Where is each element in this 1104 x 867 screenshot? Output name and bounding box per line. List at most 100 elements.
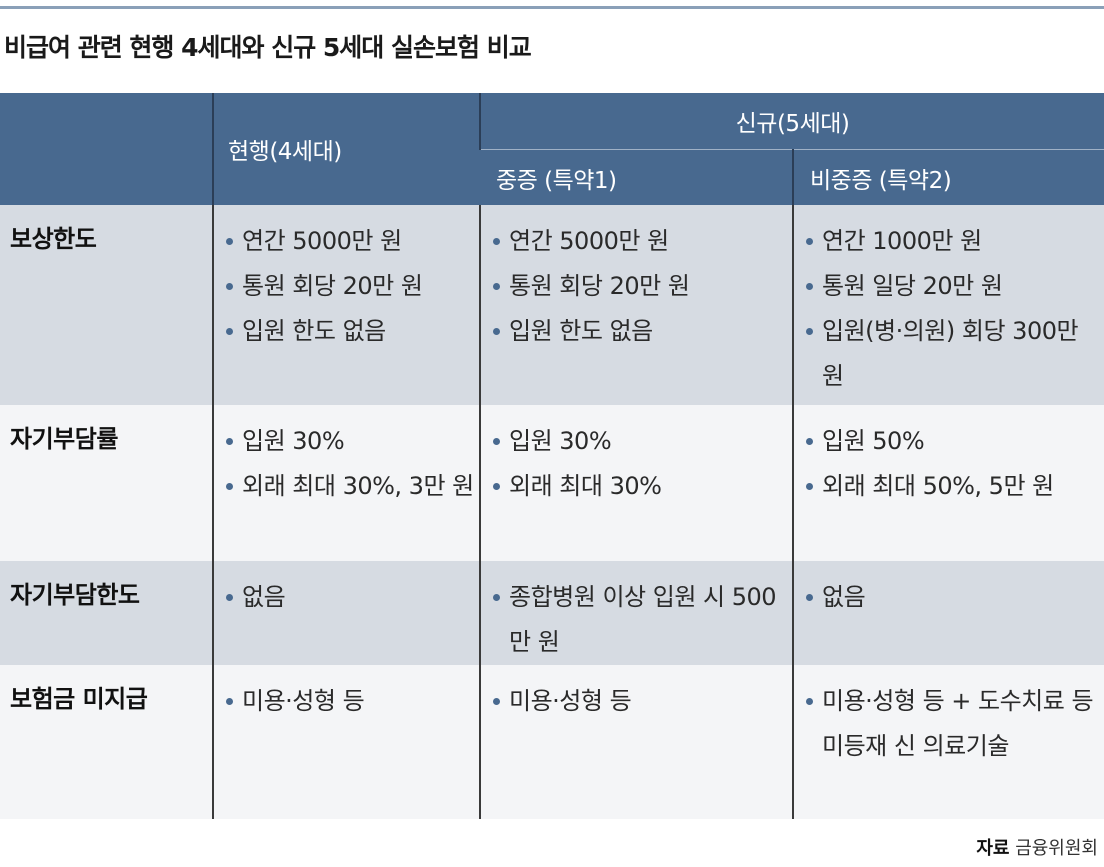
bullet-icon [806, 594, 813, 601]
bullet-icon [806, 283, 813, 290]
bullet-icon [226, 238, 233, 245]
list-item-text: 통원 회당 20만 원 [509, 272, 690, 300]
bullet-list: 미용·성형 등 + 도수치료 등 미등재 신 의료기술 [806, 679, 1104, 769]
list-item: 입원 한도 없음 [226, 309, 479, 354]
bullet-list: 입원 30% 외래 최대 30% [493, 419, 792, 509]
list-item: 외래 최대 30%, 3만 원 [226, 464, 479, 509]
list-item: 입원 30% [493, 419, 792, 464]
cell-current: 미용·성형 등 [212, 665, 480, 819]
list-item-text: 입원 한도 없음 [509, 317, 653, 345]
bullet-icon [493, 594, 500, 601]
bullet-list: 종합병원 이상 입원 시 500만 원 [493, 575, 792, 665]
page-title: 비급여 관련 현행 4세대와 신규 5세대 실손보험 비교 [4, 33, 532, 62]
bullet-icon [493, 238, 500, 245]
table-row: 보험금 미지급 미용·성형 등 미용·성형 등 미용·성형 등 + 도수치료 등… [0, 665, 1104, 819]
comparison-table: 현행(4세대) 신규(5세대) 중증 (특약1) 비중증 (특약2) 보상한도 … [0, 93, 1104, 819]
header-row-bottom: 중증 (특약1) 비중증 (특약2) [0, 149, 1104, 205]
cell-nonsevere: 입원 50% 외래 최대 50%, 5만 원 [791, 405, 1104, 561]
table-row: 자기부담한도 없음 종합병원 이상 입원 시 500만 원 없음 [0, 561, 1104, 665]
list-item: 종합병원 이상 입원 시 500만 원 [493, 575, 792, 665]
row-label: 보상한도 [0, 205, 213, 405]
source-label: 자료 [976, 838, 1010, 859]
list-item-text: 외래 최대 30% [509, 472, 662, 500]
header-nonsevere: 비중증 (특약2) [791, 149, 1104, 205]
list-item: 연간 1000만 원 [806, 219, 1104, 264]
cell-severe: 종합병원 이상 입원 시 500만 원 [479, 561, 793, 665]
cell-current: 입원 30% 외래 최대 30%, 3만 원 [212, 405, 480, 561]
cell-severe: 입원 30% 외래 최대 30% [479, 405, 793, 561]
bullet-list: 미용·성형 등 [493, 679, 792, 724]
bullet-icon [806, 438, 813, 445]
bullet-icon [226, 594, 233, 601]
bullet-list: 입원 30% 외래 최대 30%, 3만 원 [226, 419, 479, 509]
bullet-icon [493, 438, 500, 445]
list-item-text: 외래 최대 30%, 3만 원 [242, 472, 474, 500]
row-label: 자기부담한도 [0, 561, 213, 665]
list-item: 미용·성형 등 + 도수치료 등 미등재 신 의료기술 [806, 679, 1104, 769]
list-item: 입원 한도 없음 [493, 309, 792, 354]
bullet-icon [493, 328, 500, 335]
list-item-text: 미용·성형 등 + 도수치료 등 미등재 신 의료기술 [822, 687, 1094, 760]
table-row: 자기부담률 입원 30% 외래 최대 30%, 3만 원 입원 30% 외래 최대 … [0, 405, 1104, 561]
cell-current: 없음 [212, 561, 480, 665]
source-credit: 자료 금융위원회 [976, 834, 1098, 860]
bullet-list: 없음 [806, 575, 1104, 620]
list-item: 입원(병·의원) 회당 300만 원 [806, 309, 1104, 399]
cell-nonsevere: 미용·성형 등 + 도수치료 등 미등재 신 의료기술 [791, 665, 1104, 819]
cell-nonsevere: 없음 [791, 561, 1104, 665]
bullet-icon [226, 698, 233, 705]
list-item-text: 입원(병·의원) 회당 300만 원 [822, 317, 1079, 390]
list-item-text: 통원 회당 20만 원 [242, 272, 423, 300]
bullet-list: 입원 50% 외래 최대 50%, 5만 원 [806, 419, 1104, 509]
list-item: 연간 5000만 원 [226, 219, 479, 264]
list-item-text: 통원 일당 20만 원 [822, 272, 1003, 300]
header-corner [0, 93, 213, 205]
bullet-icon [806, 483, 813, 490]
header-severe: 중증 (특약1) [480, 149, 793, 205]
header-current: 현행(4세대) [212, 93, 480, 205]
bullet-icon [493, 698, 500, 705]
header-row-top: 현행(4세대) 신규(5세대) [0, 93, 1104, 205]
list-item-text: 외래 최대 50%, 5만 원 [822, 472, 1054, 500]
list-item: 통원 일당 20만 원 [806, 264, 1104, 309]
list-item-text: 입원 50% [822, 427, 925, 455]
list-item-text: 연간 5000만 원 [242, 227, 402, 255]
list-item-text: 종합병원 이상 입원 시 500만 원 [509, 583, 777, 656]
bullet-icon [226, 438, 233, 445]
bullet-list: 없음 [226, 575, 479, 620]
list-item: 없음 [226, 575, 479, 620]
bullet-icon [806, 328, 813, 335]
bullet-icon [226, 328, 233, 335]
list-item: 입원 30% [226, 419, 479, 464]
list-item-text: 미용·성형 등 [509, 687, 632, 715]
list-item: 통원 회당 20만 원 [493, 264, 792, 309]
list-item: 외래 최대 30% [493, 464, 792, 509]
bullet-icon [226, 483, 233, 490]
top-rule [0, 6, 1104, 9]
list-item-text: 입원 30% [509, 427, 612, 455]
bullet-icon [493, 483, 500, 490]
list-item: 없음 [806, 575, 1104, 620]
list-item-text: 연간 5000만 원 [509, 227, 669, 255]
list-item-text: 입원 30% [242, 427, 345, 455]
bullet-icon [226, 283, 233, 290]
header-new: 신규(5세대) [478, 93, 1104, 150]
list-item: 연간 5000만 원 [493, 219, 792, 264]
list-item: 통원 회당 20만 원 [226, 264, 479, 309]
row-label: 자기부담률 [0, 405, 213, 561]
bullet-list: 미용·성형 등 [226, 679, 479, 724]
list-item-text: 없음 [822, 583, 866, 611]
bullet-icon [806, 698, 813, 705]
cell-severe: 미용·성형 등 [479, 665, 793, 819]
list-item: 미용·성형 등 [226, 679, 479, 724]
bullet-icon [493, 283, 500, 290]
list-item-text: 미용·성형 등 [242, 687, 365, 715]
list-item: 외래 최대 50%, 5만 원 [806, 464, 1104, 509]
row-label: 보험금 미지급 [0, 665, 213, 819]
